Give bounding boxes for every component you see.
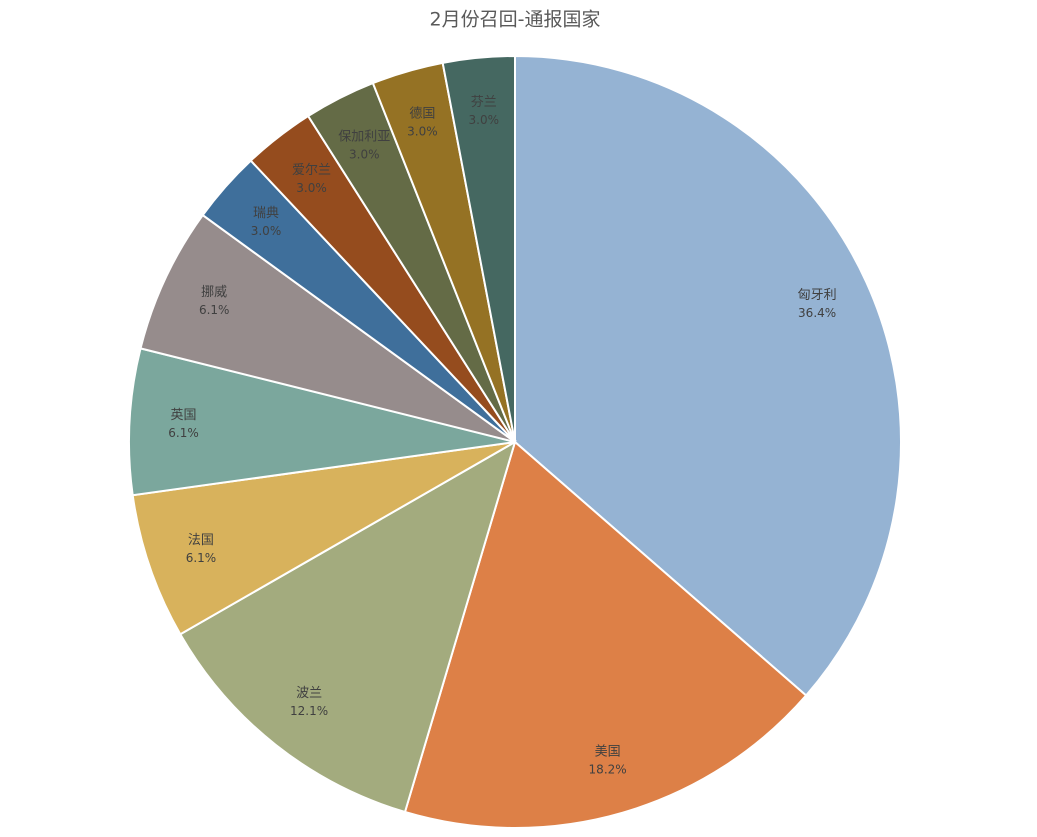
slice-label: 英国 bbox=[171, 408, 197, 423]
slice-value-label: 12.1% bbox=[290, 704, 328, 718]
slice-value-label: 3.0% bbox=[296, 181, 327, 195]
slice-label: 瑞典 bbox=[253, 206, 279, 221]
slice-label: 匈牙利 bbox=[798, 288, 837, 303]
slice-value-label: 6.1% bbox=[199, 303, 230, 317]
slice-value-label: 3.0% bbox=[407, 125, 438, 139]
slice-label: 波兰 bbox=[296, 686, 322, 701]
slice-label: 美国 bbox=[595, 744, 621, 759]
chart-title: 2月份召回-通报国家 bbox=[430, 9, 601, 31]
pie-slice bbox=[131, 441, 516, 636]
slice-value-label: 18.2% bbox=[589, 762, 627, 776]
slice-value-label: 6.1% bbox=[168, 426, 199, 440]
slice-value-label: 3.0% bbox=[251, 224, 282, 238]
slice-label: 德国 bbox=[409, 107, 435, 122]
slice-value-label: 6.1% bbox=[186, 551, 217, 565]
slice-value-label: 36.4% bbox=[798, 306, 836, 320]
slice-label: 保加利亚 bbox=[338, 130, 390, 145]
slice-value-label: 3.0% bbox=[349, 148, 380, 162]
pie-slice bbox=[139, 213, 516, 443]
pie-slice bbox=[178, 439, 517, 814]
pie-slice bbox=[128, 347, 516, 497]
slice-value-label: 3.0% bbox=[469, 113, 500, 127]
slice-label: 爱尔兰 bbox=[292, 163, 331, 178]
slice-label: 法国 bbox=[188, 533, 214, 548]
pie-slice bbox=[403, 440, 808, 829]
pie-slice bbox=[514, 54, 902, 697]
slice-label: 挪威 bbox=[201, 285, 227, 300]
slice-label: 芬兰 bbox=[471, 95, 497, 110]
pie-slice bbox=[441, 54, 516, 443]
